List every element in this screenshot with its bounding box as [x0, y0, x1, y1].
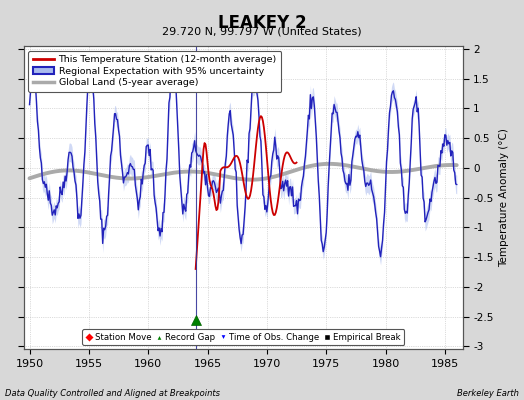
Text: Data Quality Controlled and Aligned at Breakpoints: Data Quality Controlled and Aligned at B… [5, 389, 220, 398]
Text: LEAKEY 2: LEAKEY 2 [217, 14, 307, 32]
Legend: Station Move, Record Gap, Time of Obs. Change, Empirical Break: Station Move, Record Gap, Time of Obs. C… [82, 329, 405, 345]
Y-axis label: Temperature Anomaly (°C): Temperature Anomaly (°C) [499, 128, 509, 267]
Text: Berkeley Earth: Berkeley Earth [457, 389, 519, 398]
Text: 29.720 N, 99.797 W (United States): 29.720 N, 99.797 W (United States) [162, 26, 362, 36]
